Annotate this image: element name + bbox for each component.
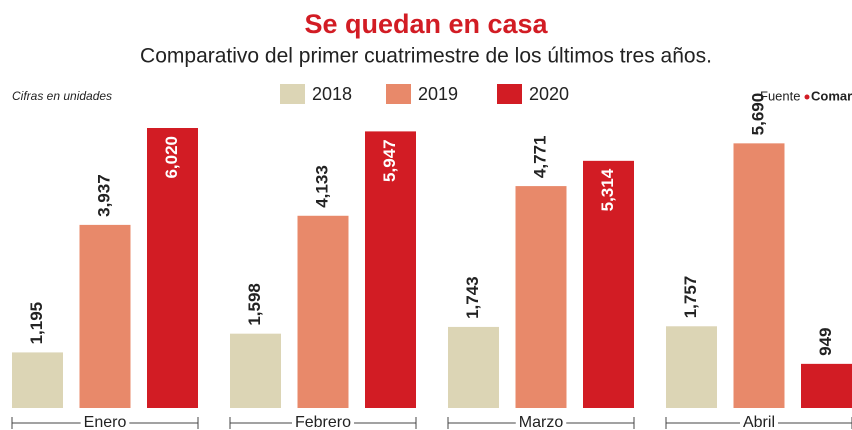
value-label: 4,133	[312, 165, 331, 208]
bar	[733, 143, 785, 409]
chart-title: Se quedan en casa	[304, 9, 548, 39]
value-label: 3,937	[94, 174, 113, 217]
x-tick-label: Enero	[84, 414, 127, 430]
label-bg	[739, 414, 779, 430]
bar	[515, 186, 567, 408]
x-tick-label: Febrero	[295, 414, 351, 430]
bar	[297, 215, 349, 408]
label-bg	[80, 414, 130, 430]
bar	[12, 352, 63, 408]
value-label: 4,771	[530, 136, 549, 179]
x-tick-label: Abril	[743, 414, 775, 430]
value-label: 949	[816, 327, 835, 355]
value-label: 1,757	[681, 276, 700, 319]
legend-label: 2018	[312, 84, 352, 104]
value-label: 6,020	[162, 136, 181, 179]
note: Cifras en unidades	[12, 89, 112, 103]
chart-subtitle: Comparativo del primer cuatrimestre de l…	[140, 45, 712, 68]
x-tick-label: Marzo	[519, 414, 564, 430]
bar	[448, 326, 499, 408]
bar	[583, 160, 634, 408]
legend-label: 2019	[418, 84, 458, 104]
label-bg	[291, 414, 355, 430]
legend-swatch	[497, 84, 522, 104]
value-label: 5,947	[380, 139, 399, 182]
legend-label: 2020	[529, 84, 569, 104]
bar	[79, 224, 131, 408]
source-label: Fuente	[760, 88, 800, 103]
value-label: 1,743	[463, 276, 482, 319]
bar	[666, 326, 717, 408]
legend-swatch	[386, 84, 411, 104]
bar	[147, 128, 198, 408]
bar	[230, 333, 281, 408]
value-label: 1,598	[245, 283, 264, 326]
source-dot	[804, 94, 810, 100]
value-label: 5,314	[598, 168, 617, 211]
value-label: 5,690	[748, 93, 767, 136]
value-label: 1,195	[27, 302, 46, 345]
bar	[801, 363, 852, 408]
label-bg	[515, 414, 567, 430]
bar	[365, 131, 416, 408]
source-name: Comar	[811, 88, 852, 103]
legend-swatch	[280, 84, 305, 104]
